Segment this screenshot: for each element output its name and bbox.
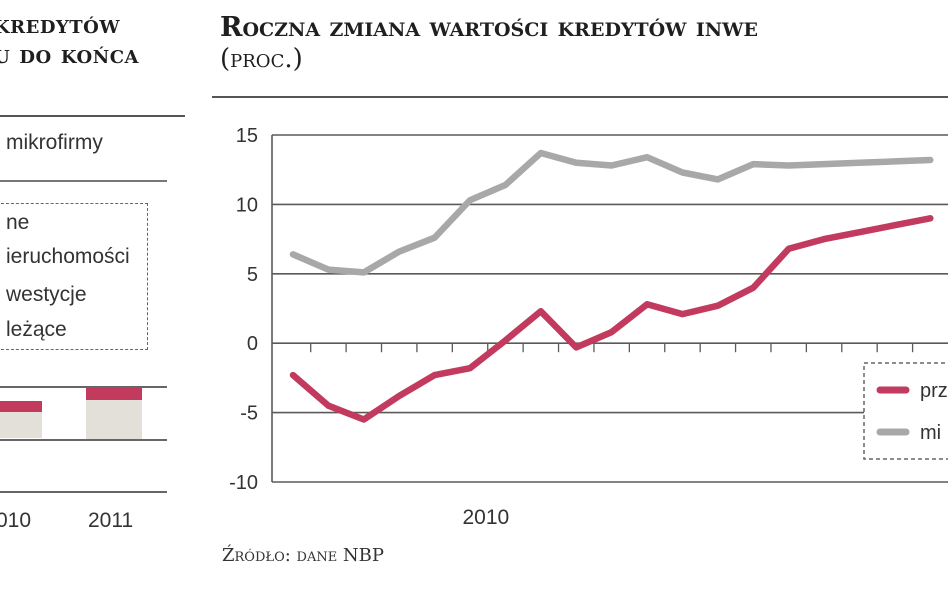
y-tick-label: 0: [247, 333, 258, 355]
bar-2010-accent: [0, 401, 42, 412]
source-note: Źródło: dane NBP: [222, 545, 385, 566]
left-title-line-2: u do końca: [0, 40, 139, 69]
left-x-label-2010: 010: [0, 509, 32, 532]
left-divider-top: [0, 115, 185, 117]
y-tick-label: 15: [236, 125, 258, 147]
left-legend-item-4: leżące: [6, 318, 67, 341]
left-title-line-1: kredytów: [0, 10, 121, 39]
y-tick-label: 10: [236, 194, 258, 216]
series-line-mi: [289, 149, 934, 276]
left-divider-mid: [0, 180, 167, 182]
segment-label: mikrofirmy: [6, 131, 103, 154]
bar-2010-fill: [0, 412, 42, 438]
left-zero-line: [0, 386, 167, 388]
chart-title-divider: [212, 96, 948, 98]
y-tick-label: -10: [229, 472, 258, 494]
x-axis-label-2010: 2010: [462, 506, 509, 529]
legend-box: [863, 362, 948, 460]
series-line-prz: [289, 215, 934, 423]
left-legend-item-1: ne: [6, 211, 30, 234]
chart-subtitle: (proc.): [220, 44, 303, 74]
left-legend-box: [0, 203, 148, 350]
left-base-line: [0, 439, 167, 441]
chart-title: Roczna zmiana wartości kredytów inwe: [220, 12, 758, 43]
left-legend-item-2: ieruchomości: [6, 245, 130, 268]
bar-2011-accent: [86, 388, 142, 400]
legend-label-prz: prz: [920, 380, 948, 402]
left-bottom-line: [0, 491, 167, 493]
left-x-label-2011: 2011: [88, 509, 134, 532]
y-tick-label: 5: [247, 264, 258, 286]
left-legend-item-3: westycje: [6, 283, 87, 306]
y-tick-label: -5: [240, 403, 258, 425]
bar-2011-fill: [86, 400, 142, 441]
legend-label-mi: mi: [920, 422, 941, 444]
